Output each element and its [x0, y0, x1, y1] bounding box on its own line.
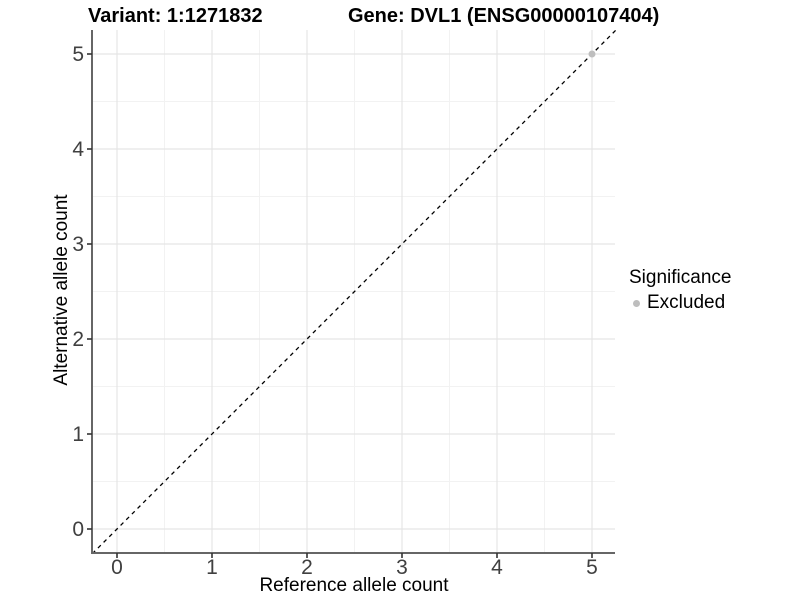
x-tick-label: 2 — [301, 556, 313, 579]
y-tick-label: 5 — [72, 43, 84, 66]
x-axis-title: Reference allele count — [259, 575, 449, 596]
y-tick-label: 3 — [72, 233, 84, 256]
x-tick-label: 1 — [206, 556, 218, 579]
legend: Significance Excluded — [629, 267, 731, 314]
y-tick-label: 1 — [72, 423, 84, 446]
data-point-excluded — [588, 50, 596, 58]
x-tick-label: 3 — [396, 556, 408, 579]
y-tick-label: 4 — [72, 138, 84, 161]
excluded-point-icon — [633, 299, 640, 307]
legend-item-excluded: Excluded — [629, 292, 731, 314]
x-tick-label: 4 — [491, 556, 503, 579]
y-tick-label: 2 — [72, 328, 84, 351]
y-tick-label: 0 — [72, 518, 84, 541]
x-tick-label: 5 — [586, 556, 598, 579]
legend-item-label: Excluded — [647, 292, 726, 313]
plot-title-variant: Variant: 1:1271832 — [88, 5, 263, 27]
y-axis-title: Alternative allele count — [51, 194, 72, 386]
plot-title-gene: Gene: DVL1 (ENSG00000107404) — [348, 5, 660, 27]
identity-line — [91, 28, 618, 555]
legend-title: Significance — [629, 267, 732, 288]
x-tick-label: 0 — [111, 556, 123, 579]
